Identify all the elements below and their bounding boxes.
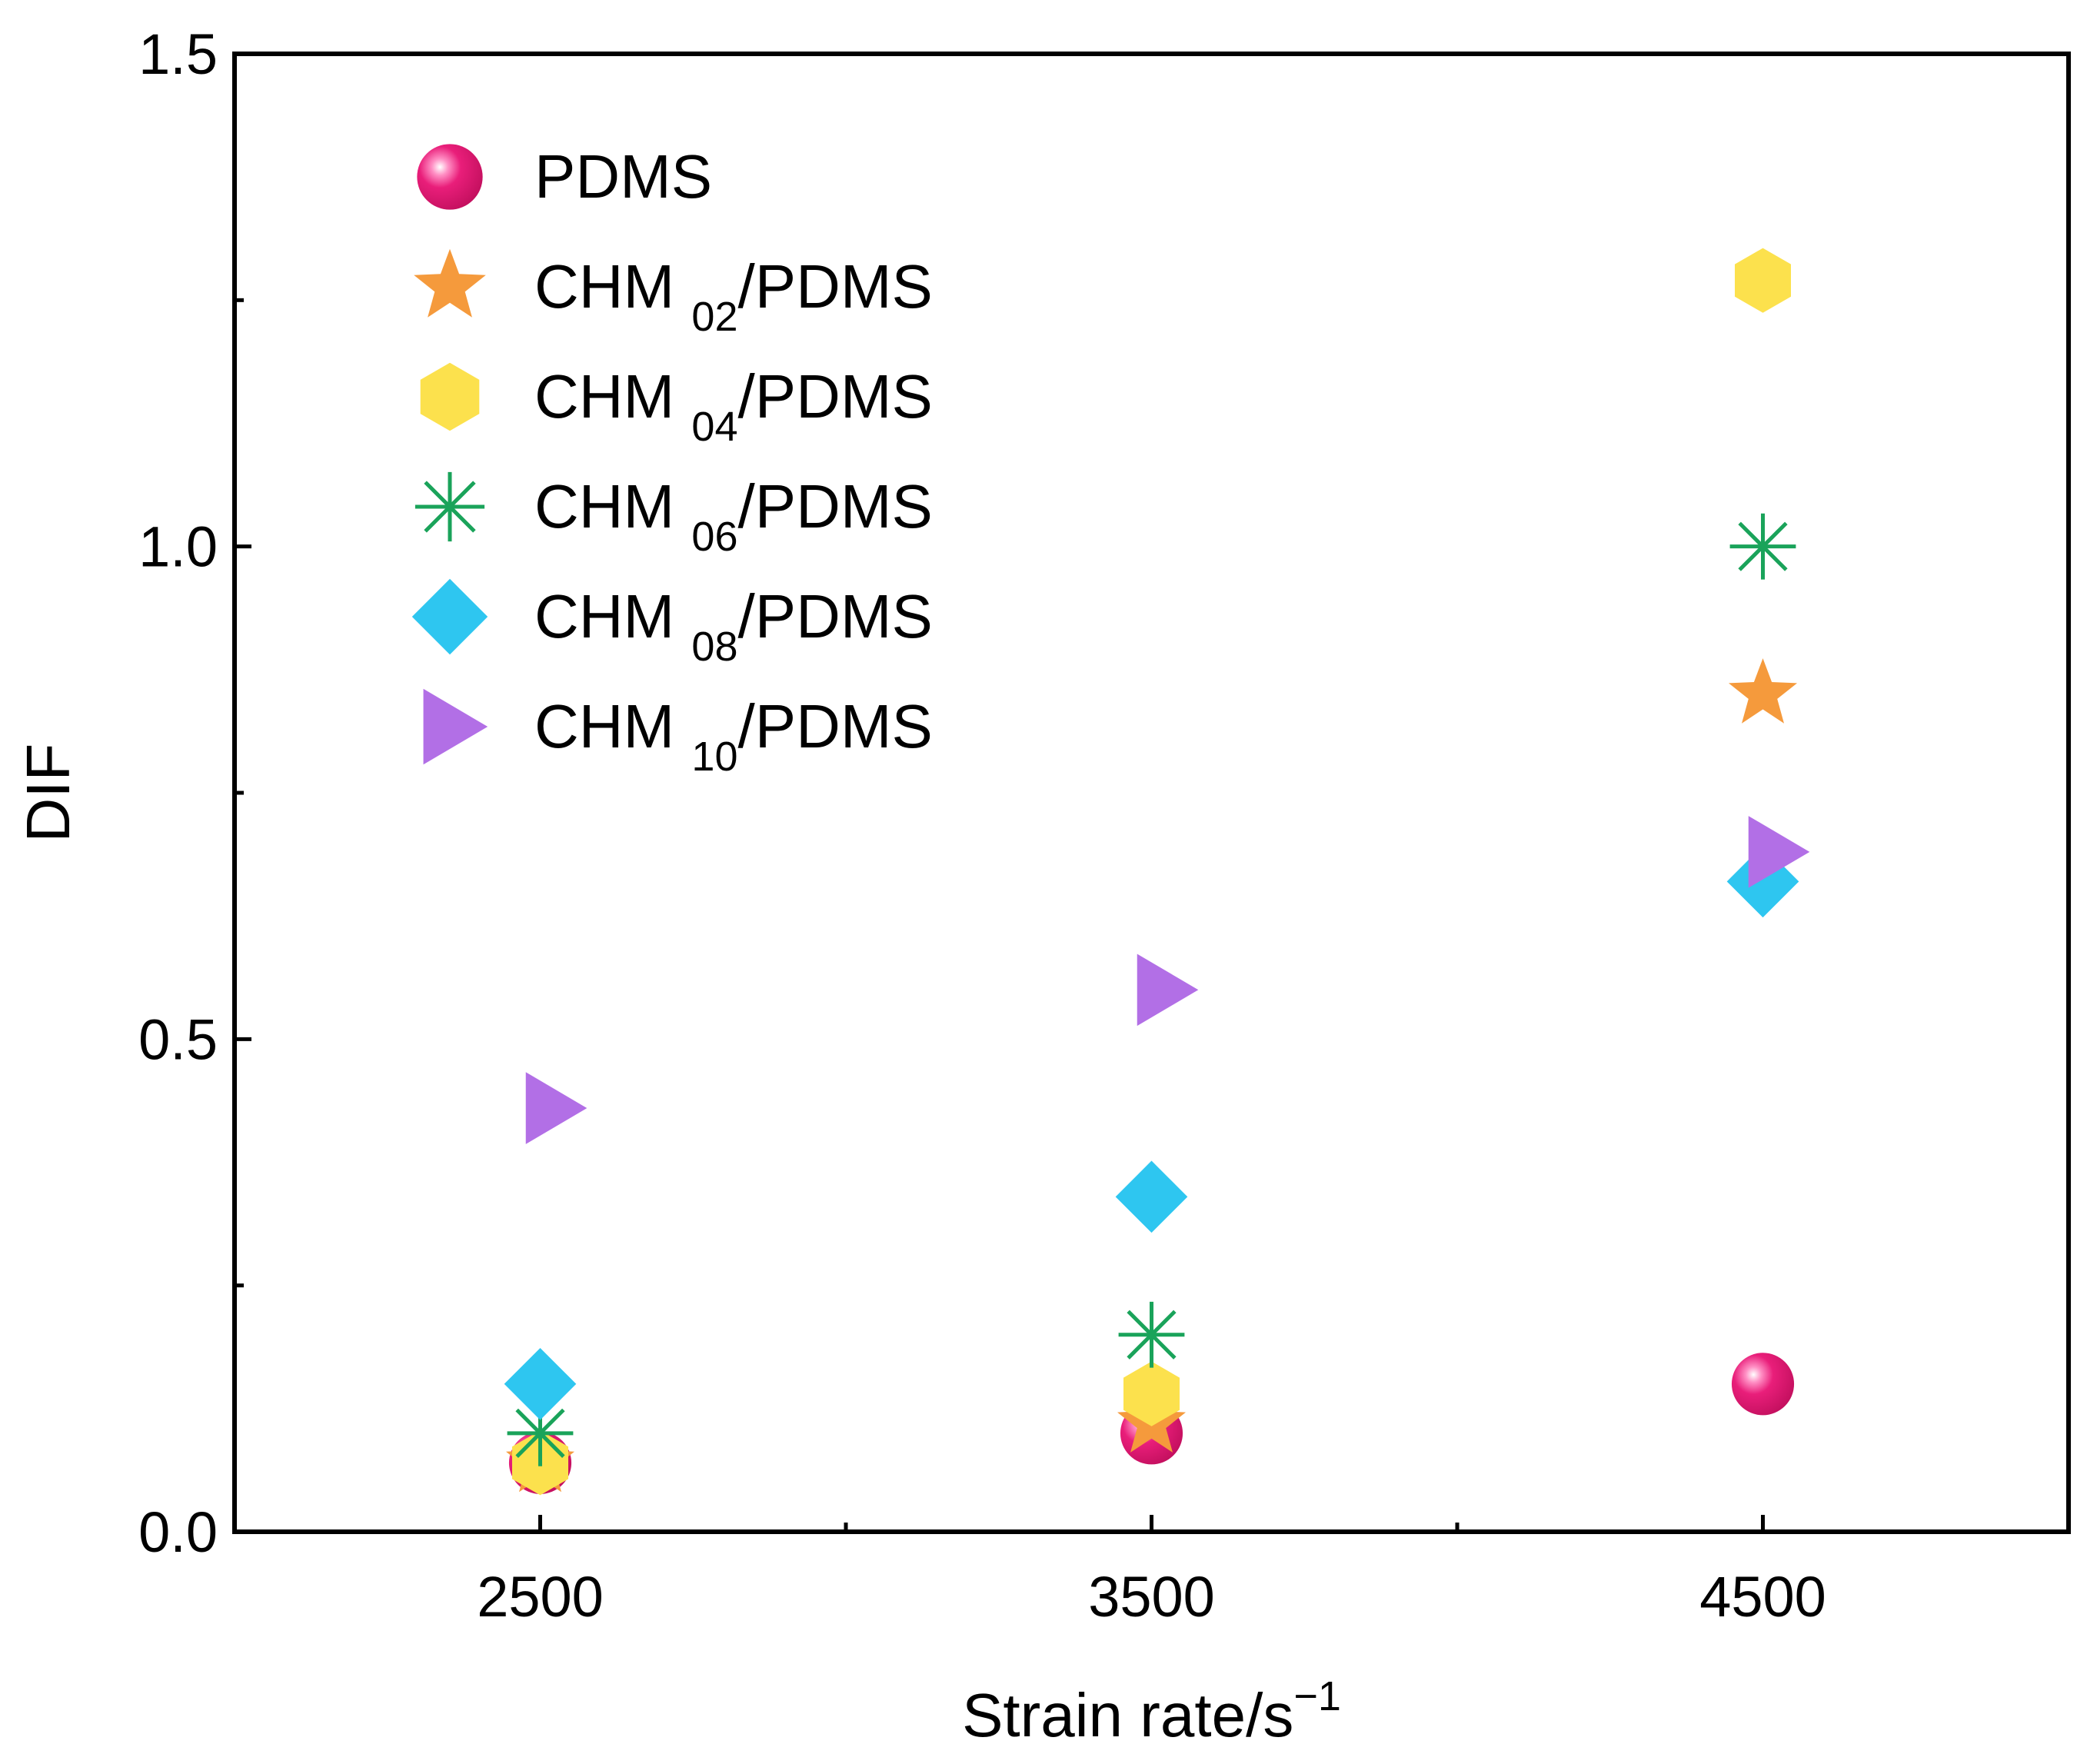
legend-item: CHM 06/PDMS [414,471,933,560]
x-tick-label: 3500 [1088,1565,1215,1629]
y-tick-label: 0.5 [138,1007,218,1071]
x-tick-label: 4500 [1699,1565,1826,1629]
data-point-sphere [1731,1353,1795,1416]
y-tick-label: 0.0 [138,1500,218,1564]
y-tick-label: 1.0 [138,515,218,579]
x-tick-label: 2500 [477,1565,604,1629]
legend-label: CHM 08/PDMS [534,582,933,670]
data-point-asterisk [1118,1301,1185,1368]
data-point-asterisk [1729,513,1796,580]
x-axis-label: Strain rate/s−1 [962,1673,1341,1749]
legend-item: PDMS [417,142,712,211]
y-tick-label: 1.5 [138,22,218,86]
legend-item: CHM 08/PDMS [411,578,933,670]
data-point-hexagon [1123,1361,1180,1426]
data-points-layer [504,248,1810,1496]
legend-marker-star [414,248,486,318]
axes-layer: 0.0 0.5 1.0 1.5 2500 3500 4500 Strain rate/s−1 D… [14,22,1826,1749]
y-axis-label: DIF [14,744,82,843]
data-point-hexagon [1735,248,1791,313]
data-point-diamond [504,1348,577,1420]
data-point-triangle-right [1748,816,1810,888]
data-point-star [1729,658,1797,724]
legend-item: CHM 02/PDMS [414,248,933,340]
legend-marker-hexagon [420,362,480,431]
legend-label: PDMS [534,142,712,211]
legend-item: CHM 10/PDMS [423,688,933,780]
legend-label: CHM 06/PDMS [534,472,933,560]
data-point-triangle-right [525,1072,587,1144]
legend-marker-asterisk [414,471,485,542]
legend-marker-diamond [411,578,488,655]
legend-label: CHM 02/PDMS [534,252,933,340]
data-point-triangle-right [1137,954,1199,1027]
data-point-diamond [1115,1160,1188,1233]
legend-label: CHM 04/PDMS [534,362,933,450]
legend-item: CHM 04/PDMS [420,362,933,450]
legend-label: CHM 10/PDMS [534,692,933,780]
legend-marker-sphere [417,144,483,210]
legend: PDMS CHM 02/PDMS CHM 04/PDMS CHM 06/PDMS CHM… [411,142,933,780]
legend-marker-triangle-right [423,688,488,765]
